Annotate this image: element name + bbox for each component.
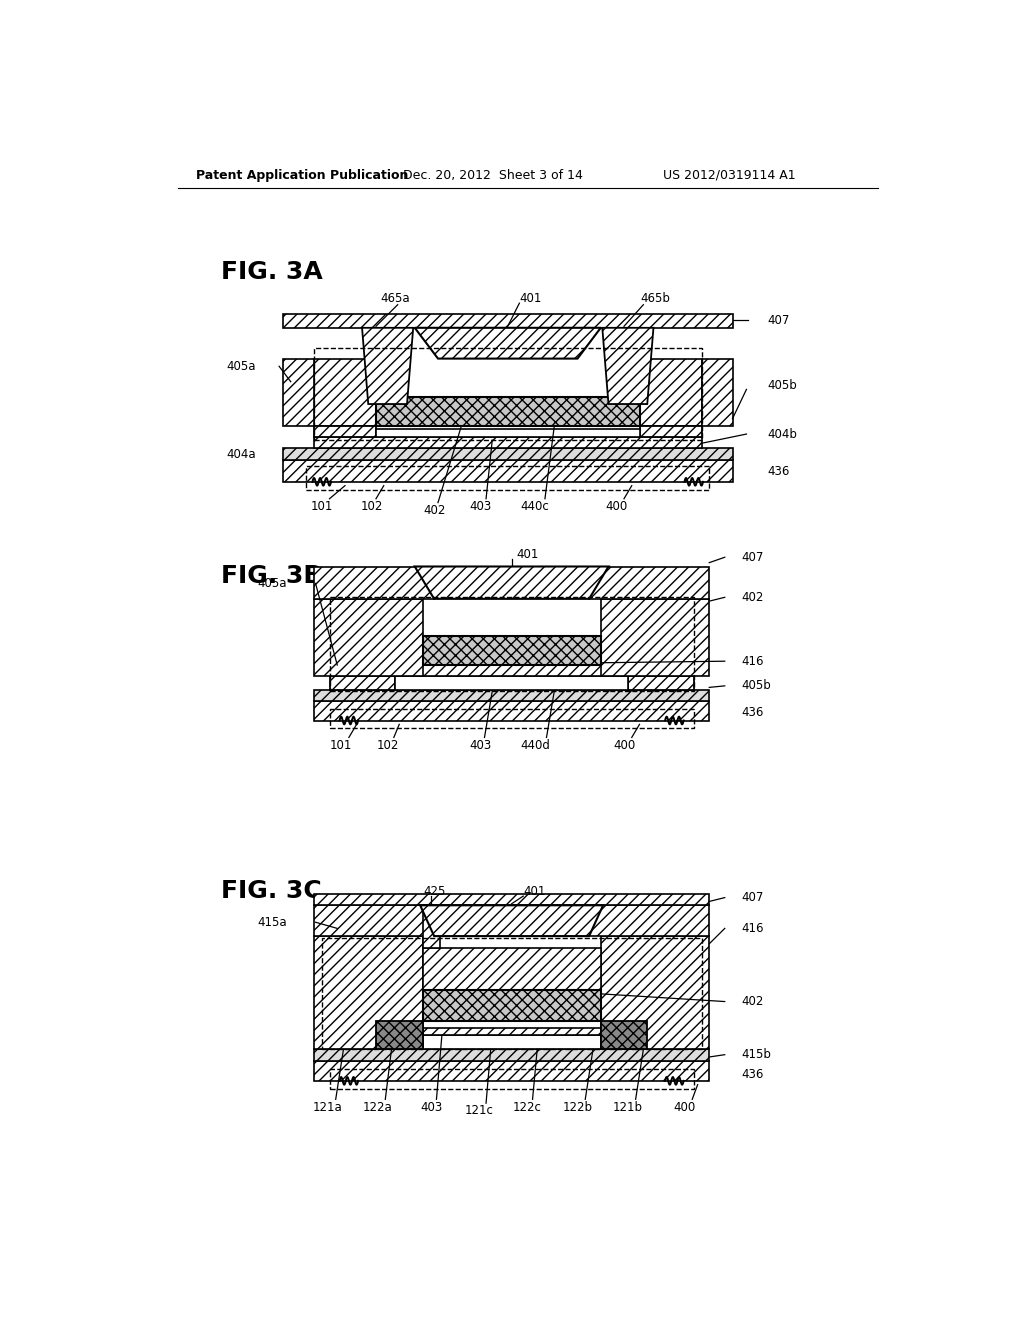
Bar [423, 990, 601, 1020]
Text: 403: 403 [421, 1101, 443, 1114]
Text: 440d: 440d [520, 739, 550, 751]
Text: 401: 401 [516, 548, 539, 561]
Bar [395, 665, 628, 676]
Bar [314, 599, 423, 676]
Text: 436: 436 [741, 1068, 764, 1081]
Bar [314, 359, 376, 426]
Bar [647, 1032, 701, 1049]
Bar [314, 936, 423, 1049]
Polygon shape [415, 566, 608, 599]
Bar [701, 359, 732, 426]
Bar [601, 599, 710, 676]
Bar [314, 894, 710, 906]
Text: 415b: 415b [741, 1048, 772, 1061]
Text: 403: 403 [469, 500, 492, 513]
Bar [314, 566, 434, 599]
Text: 440c: 440c [520, 500, 549, 513]
Text: 416: 416 [741, 655, 764, 668]
Text: 407: 407 [741, 550, 764, 564]
Bar [395, 676, 628, 689]
Polygon shape [415, 327, 601, 359]
Bar [423, 636, 601, 665]
Bar [589, 566, 710, 599]
Bar [376, 1020, 423, 1049]
Bar [589, 906, 710, 936]
Text: 121b: 121b [613, 1101, 643, 1114]
Text: 402: 402 [741, 591, 764, 603]
Text: 405a: 405a [257, 577, 287, 590]
Bar [330, 1069, 693, 1089]
Polygon shape [362, 327, 414, 404]
Bar [330, 709, 693, 729]
Bar [314, 701, 710, 721]
Text: 425: 425 [423, 884, 445, 898]
Text: 122c: 122c [513, 1101, 542, 1114]
Text: 407: 407 [767, 314, 790, 326]
Bar [283, 461, 732, 482]
Text: 402: 402 [741, 995, 764, 1008]
Bar [314, 348, 701, 441]
Bar [376, 429, 640, 437]
Bar [314, 437, 701, 447]
Text: Dec. 20, 2012  Sheet 3 of 14: Dec. 20, 2012 Sheet 3 of 14 [403, 169, 583, 182]
Text: 400: 400 [605, 500, 628, 513]
Text: 416: 416 [741, 921, 764, 935]
Bar [376, 397, 640, 426]
Bar [306, 466, 710, 490]
Text: 403: 403 [469, 739, 492, 751]
Bar [640, 359, 701, 426]
Text: 122b: 122b [562, 1101, 593, 1114]
Polygon shape [420, 906, 603, 936]
Text: 401: 401 [523, 884, 546, 898]
Text: 400: 400 [613, 739, 635, 751]
Text: 465a: 465a [381, 292, 411, 305]
Text: 404b: 404b [767, 428, 798, 441]
Text: Patent Application Publication: Patent Application Publication [197, 169, 409, 182]
Bar [601, 936, 710, 1049]
Text: 405a: 405a [226, 360, 256, 372]
Text: 102: 102 [360, 500, 383, 513]
Bar [322, 1032, 376, 1049]
Bar [640, 426, 701, 437]
Bar [423, 1035, 601, 1049]
Text: 407: 407 [741, 891, 764, 904]
Text: 401: 401 [520, 292, 542, 305]
Bar [601, 1020, 647, 1049]
Bar [330, 597, 693, 692]
Text: 415a: 415a [257, 916, 287, 929]
Bar [423, 1028, 601, 1035]
Text: 405b: 405b [741, 680, 771, 693]
Text: FIG. 3C: FIG. 3C [221, 879, 322, 903]
Text: 121c: 121c [465, 1105, 494, 1118]
Text: 400: 400 [674, 1101, 695, 1114]
Text: 402: 402 [423, 504, 445, 517]
Bar [283, 447, 732, 461]
Bar [314, 426, 376, 437]
Text: 101: 101 [330, 739, 352, 751]
Bar [628, 676, 693, 689]
Text: 101: 101 [310, 500, 333, 513]
Text: US 2012/0319114 A1: US 2012/0319114 A1 [663, 169, 796, 182]
Bar [283, 359, 314, 426]
Text: FIG. 3B: FIG. 3B [221, 564, 323, 587]
Text: FIG. 3A: FIG. 3A [221, 260, 323, 284]
Bar [330, 676, 395, 689]
Text: 436: 436 [767, 465, 790, 478]
Text: 465b: 465b [640, 292, 670, 305]
Text: 102: 102 [377, 739, 398, 751]
Bar [314, 906, 434, 936]
Bar [423, 906, 439, 948]
Bar [322, 939, 701, 1049]
Bar [283, 314, 732, 327]
Bar [314, 689, 710, 701]
Polygon shape [602, 327, 653, 404]
Bar [314, 1061, 710, 1081]
Text: 404a: 404a [226, 447, 256, 461]
Text: 405b: 405b [767, 379, 797, 392]
Text: 121a: 121a [313, 1101, 343, 1114]
Text: 436: 436 [741, 706, 764, 719]
Text: 122a: 122a [362, 1101, 392, 1114]
Bar [423, 948, 601, 990]
Bar [314, 1049, 710, 1061]
